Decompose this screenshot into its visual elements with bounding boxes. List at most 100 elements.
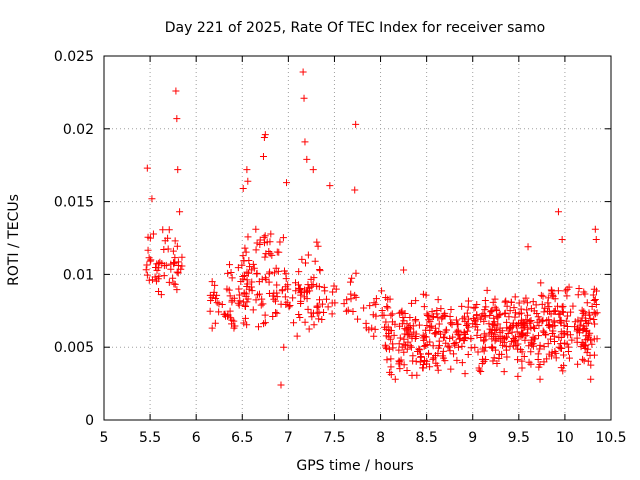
x-tick-labels: 5 5.5 6 6.5 7 7.5 8 8.5 9 9.5 10 10.5 — [100, 430, 627, 446]
data-point — [261, 274, 269, 282]
data-point — [272, 308, 280, 316]
data-point — [273, 248, 281, 256]
data-point — [563, 340, 571, 348]
data-point — [546, 323, 554, 331]
data-point — [574, 360, 582, 368]
data-point — [461, 331, 469, 339]
data-point — [240, 319, 248, 327]
y-tick-label: 0.01 — [63, 267, 94, 283]
data-point — [429, 342, 437, 350]
data-point — [502, 333, 510, 341]
data-point — [563, 328, 571, 336]
data-point — [432, 329, 440, 337]
data-point — [449, 333, 457, 341]
data-point — [591, 225, 599, 233]
data-point — [349, 308, 357, 316]
data-point — [303, 155, 311, 163]
data-point — [261, 253, 269, 261]
data-point — [391, 375, 399, 383]
data-point — [342, 307, 350, 315]
data-point — [174, 269, 182, 277]
data-point — [533, 310, 541, 318]
data-point — [153, 266, 161, 274]
data-point — [397, 308, 405, 316]
data-point — [407, 343, 415, 351]
data-point — [169, 274, 177, 282]
data-point — [167, 265, 175, 273]
data-point — [426, 363, 434, 371]
data-point — [240, 289, 248, 297]
data-point — [515, 299, 523, 307]
data-point — [319, 300, 327, 308]
data-point — [178, 253, 186, 261]
data-point — [270, 269, 278, 277]
data-point — [285, 303, 293, 311]
data-point — [408, 371, 416, 379]
data-point — [403, 367, 411, 375]
data-point — [142, 266, 150, 274]
data-point — [262, 276, 270, 284]
data-point — [422, 291, 430, 299]
data-point — [261, 311, 269, 319]
data-point — [386, 295, 394, 303]
data-point — [474, 348, 482, 356]
data-point — [239, 184, 247, 192]
data-point — [548, 289, 556, 297]
data-point — [495, 354, 503, 362]
data-point — [473, 331, 481, 339]
data-point — [501, 310, 509, 318]
y-tick-label: 0.005 — [54, 340, 94, 356]
data-point — [558, 235, 566, 243]
data-point — [316, 296, 324, 304]
data-point — [482, 356, 490, 364]
data-point — [347, 295, 355, 303]
data-point — [526, 319, 534, 327]
data-point — [511, 293, 519, 301]
data-point — [503, 302, 511, 310]
data-point — [260, 233, 268, 241]
data-point — [446, 347, 454, 355]
data-point — [147, 256, 155, 264]
data-point — [386, 368, 394, 376]
data-point — [226, 292, 234, 300]
data-point — [544, 340, 552, 348]
data-point — [541, 304, 549, 312]
data-point — [171, 280, 179, 288]
data-point — [552, 354, 560, 362]
data-point — [313, 282, 321, 290]
data-point — [555, 310, 563, 318]
data-point — [545, 303, 553, 311]
data-point — [281, 267, 289, 275]
data-point — [471, 343, 479, 351]
data-point — [560, 362, 568, 370]
data-point — [304, 251, 312, 259]
data-point — [587, 361, 595, 369]
data-point — [280, 343, 288, 351]
data-point — [547, 335, 555, 343]
data-point — [176, 208, 184, 216]
data-point — [234, 264, 242, 272]
data-point — [304, 305, 312, 313]
data-point — [228, 298, 236, 306]
data-point — [501, 309, 509, 317]
x-tick-label: 9 — [468, 430, 477, 446]
data-point — [235, 301, 243, 309]
data-point — [589, 291, 597, 299]
data-point — [313, 303, 321, 311]
data-point — [567, 308, 575, 316]
data-point — [509, 319, 517, 327]
data-point — [169, 247, 177, 255]
data-point — [585, 309, 593, 317]
data-point — [539, 292, 547, 300]
data-point — [461, 313, 469, 321]
data-point — [454, 320, 462, 328]
data-point — [407, 299, 415, 307]
data-point — [257, 301, 265, 309]
data-point — [409, 357, 417, 365]
data-point — [360, 304, 368, 312]
data-point — [344, 306, 352, 314]
data-point — [295, 268, 303, 276]
data-point — [297, 291, 305, 299]
data-point — [471, 323, 479, 331]
data-point — [328, 299, 336, 307]
